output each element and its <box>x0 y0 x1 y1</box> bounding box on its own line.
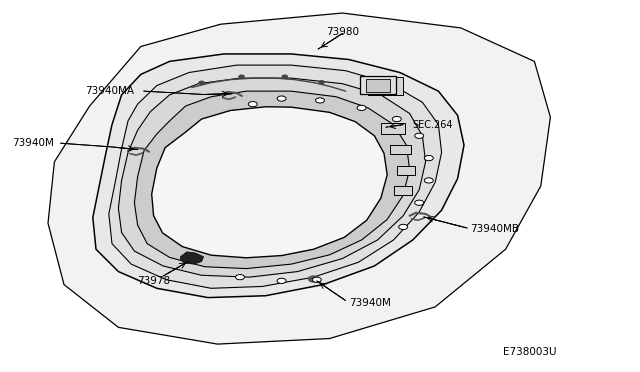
Text: 73940M: 73940M <box>349 298 390 308</box>
Polygon shape <box>48 13 550 344</box>
Text: SEC.264: SEC.264 <box>413 120 453 129</box>
Circle shape <box>319 81 324 84</box>
FancyBboxPatch shape <box>366 79 390 92</box>
Circle shape <box>248 102 257 107</box>
FancyBboxPatch shape <box>394 186 412 195</box>
Polygon shape <box>134 91 410 269</box>
Circle shape <box>239 75 244 78</box>
Polygon shape <box>152 107 387 258</box>
Polygon shape <box>109 65 442 288</box>
Text: 73940MB: 73940MB <box>470 224 520 234</box>
Circle shape <box>282 75 287 78</box>
Circle shape <box>415 200 424 205</box>
Circle shape <box>424 178 433 183</box>
Text: 73940M: 73940M <box>13 138 54 148</box>
Circle shape <box>312 277 321 282</box>
Circle shape <box>392 116 401 122</box>
Circle shape <box>236 275 244 280</box>
Text: E738003U: E738003U <box>503 347 557 356</box>
Circle shape <box>357 105 366 110</box>
FancyBboxPatch shape <box>390 145 411 154</box>
FancyBboxPatch shape <box>397 166 415 175</box>
Circle shape <box>424 155 433 161</box>
Circle shape <box>199 81 204 84</box>
Circle shape <box>277 278 286 283</box>
Text: 73980: 73980 <box>326 27 359 36</box>
Circle shape <box>308 276 319 282</box>
Circle shape <box>316 98 324 103</box>
Circle shape <box>277 96 286 101</box>
FancyBboxPatch shape <box>368 77 403 95</box>
Polygon shape <box>93 54 464 298</box>
FancyBboxPatch shape <box>381 123 405 134</box>
Circle shape <box>415 133 424 138</box>
Text: 73978: 73978 <box>137 276 170 286</box>
Polygon shape <box>180 252 204 264</box>
Circle shape <box>399 224 408 230</box>
Text: 73940MA: 73940MA <box>85 86 134 96</box>
Polygon shape <box>118 78 426 277</box>
FancyBboxPatch shape <box>360 76 396 94</box>
